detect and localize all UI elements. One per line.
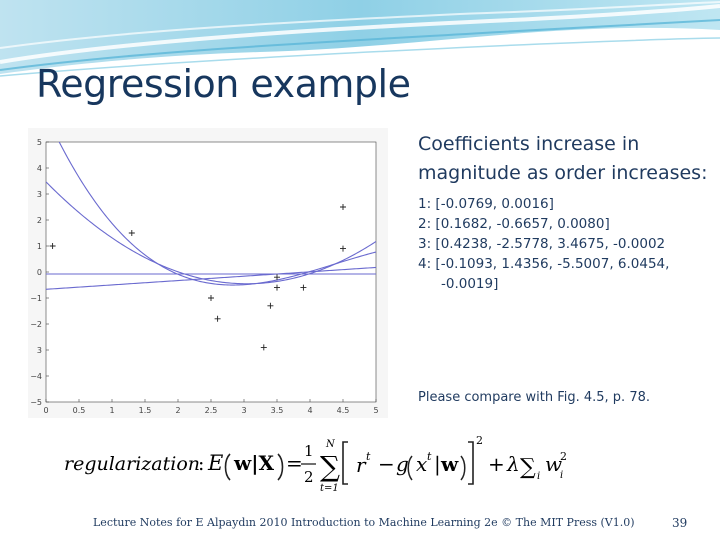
formula-r: r [356, 453, 367, 477]
sum-upper-limit: N [325, 439, 336, 450]
sum-i-sign: ∑ [520, 455, 536, 480]
formula-x: x [416, 452, 427, 476]
sum-sign: ∑ [320, 450, 340, 483]
data-point [128, 230, 135, 236]
x-tick-label: 1 [109, 406, 114, 415]
coefficient-order-4: 4: [-0.1093, 1.4356, -5.5007, 6.0454, -0… [418, 256, 670, 292]
data-point [49, 243, 56, 249]
coefficient-list: 1: [-0.0769, 0.0016] 2: [0.1682, -0.6657… [418, 194, 708, 294]
formula-bar: | [434, 452, 441, 477]
sum-lower-limit: t=1 [320, 483, 339, 494]
x-tick-label: 0.5 [73, 406, 86, 415]
formula-lambda: λ [506, 452, 520, 476]
sum-i-index: i [537, 471, 540, 482]
data-point [340, 245, 346, 252]
x-tick-label: 2 [175, 406, 180, 415]
coefficient-order-2: 2: [0.1682, -0.6657, 0.0080] [418, 216, 610, 232]
y-tick-label: 2 [37, 216, 42, 225]
data-point [208, 295, 214, 301]
plot-points [49, 204, 346, 351]
compare-note: Please compare with Fig. 4.5, p. 78. [418, 390, 650, 405]
formula-colon: : [198, 453, 204, 475]
coefficient-order-1: 1: [-0.0769, 0.0016] [418, 196, 554, 212]
formula-label: regularization [64, 453, 200, 475]
regression-plot: 0 0.5 1 1.5 2 2.5 3 3.5 4 4.5 5 5 4 3 2 1 0 −1 −2 3 −4 −5 [28, 128, 388, 418]
plot-axes: 0 0.5 1 1.5 2 2.5 3 3.5 4 4.5 5 5 4 3 2 1 0 −1 −2 3 −4 −5 [28, 128, 388, 418]
y-tick-label: 3 [37, 346, 42, 355]
y-tick-label: −1 [30, 294, 42, 303]
y-tick-label: −5 [30, 398, 42, 407]
slide-title: Regression example [36, 62, 411, 106]
y-tick-label: 5 [37, 138, 42, 147]
data-point [300, 284, 307, 291]
formula-w: w [440, 452, 459, 476]
footer-citation: Lecture Notes for E Alpaydın 2010 Introd… [93, 516, 635, 529]
regularization-formula: regularization : E w|X = 1 2 N ∑ t=1 r t… [64, 434, 567, 494]
formula-g: g [396, 452, 409, 476]
x-tick-label: 4 [307, 406, 312, 415]
data-point [267, 302, 274, 309]
formula-w-i-sup: 2 [560, 450, 567, 463]
formula-r-sup: t [366, 450, 371, 463]
intro-text: Coefficients increase in magnitude as or… [418, 133, 708, 184]
data-point [340, 204, 346, 210]
y-tick-label: 3 [37, 190, 42, 199]
y-tick-label: 1 [37, 242, 42, 251]
x-tick-label: 3 [241, 406, 246, 415]
y-tick-label: −4 [30, 372, 42, 381]
fit-curve-order-4 [58, 142, 376, 286]
data-point [214, 315, 221, 322]
formula-w-i: w [545, 452, 562, 476]
fit-curve-order-3 [46, 181, 376, 285]
formula-square: 2 [476, 434, 483, 447]
formula-args: w|X [233, 451, 274, 475]
data-point [260, 344, 267, 351]
y-tick-label: 0 [37, 268, 42, 277]
formula-x-sup: t [427, 450, 432, 463]
formula-half-num: 1 [304, 442, 314, 460]
x-tick-label: 1.5 [139, 406, 152, 415]
y-tick-label: −2 [30, 320, 42, 329]
plot-curves [46, 142, 376, 290]
formula-w-i-sub: i [560, 470, 563, 481]
coefficient-panel: Coefficients increase in magnitude as or… [418, 130, 708, 294]
formula-minus: − [378, 452, 395, 476]
y-tick-label: 4 [37, 164, 42, 173]
page-number: 39 [672, 516, 688, 530]
x-tick-label: 5 [373, 406, 378, 415]
x-tick-label: 4.5 [337, 406, 350, 415]
coefficient-order-3: 3: [0.4238, -2.5778, 3.4675, -0.0002 [418, 236, 666, 252]
data-point [274, 274, 280, 281]
x-tick-label: 0 [43, 406, 48, 415]
x-tick-label: 3.5 [271, 406, 284, 415]
plot-frame [45, 141, 377, 403]
formula-plus: + [488, 452, 505, 476]
formula-equals: = [286, 451, 303, 475]
x-tick-label: 2.5 [205, 406, 218, 415]
data-point [274, 284, 280, 291]
formula-E: E [207, 451, 223, 475]
header-banner [0, 0, 720, 77]
formula-half-den: 2 [304, 468, 314, 486]
fit-curve-order-2 [46, 266, 376, 290]
